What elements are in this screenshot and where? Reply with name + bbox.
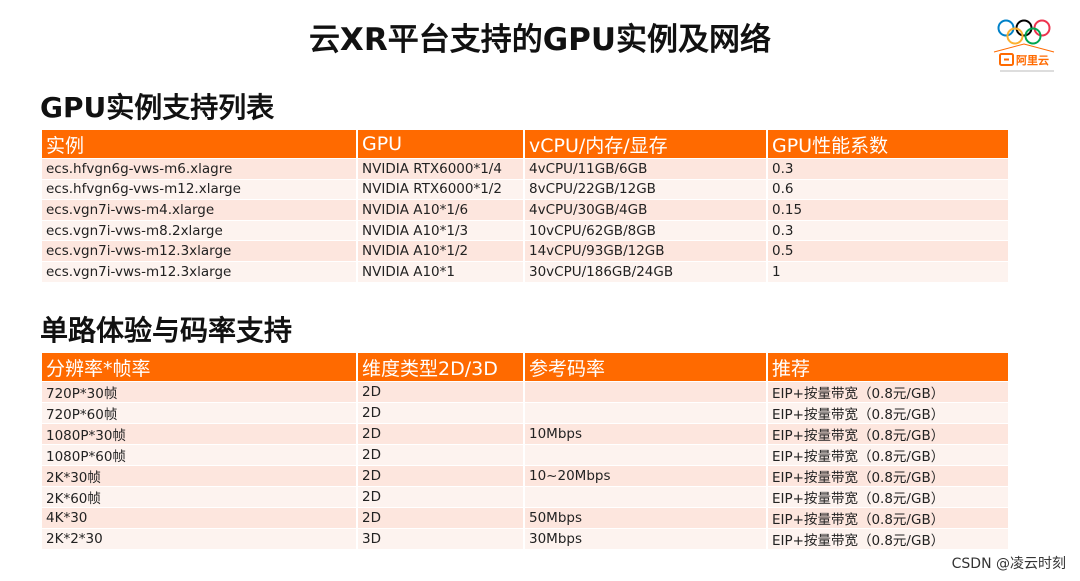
table-cell: EIP+按量带宽（0.8元/GB） bbox=[768, 403, 1008, 423]
table-cell: 0.3 bbox=[768, 220, 1008, 241]
logo-text: 阿里云 bbox=[1016, 53, 1049, 67]
table-cell: 2D bbox=[358, 445, 523, 465]
table-cell: EIP+按量带宽（0.8元/GB） bbox=[768, 382, 1008, 402]
slide-title: 云XR平台支持的GPU实例及网络 bbox=[308, 22, 772, 58]
table-cell: EIP+按量带宽（0.8元/GB） bbox=[768, 445, 1008, 465]
table-cell: 2D bbox=[358, 466, 523, 486]
table-cell: 1080P*30帧 bbox=[42, 424, 356, 444]
table-cell: ecs.hfvgn6g-vws-m12.xlarge bbox=[42, 179, 356, 200]
table-cell: 10Mbps bbox=[525, 424, 766, 444]
column-header-dimension-type: 维度类型2D/3D bbox=[358, 353, 523, 381]
table-cell: 1 bbox=[768, 261, 1008, 282]
table-cell: NVIDIA A10*1 bbox=[358, 261, 523, 282]
table-cell: 2D bbox=[358, 382, 523, 402]
column-header-resolution-fps: 分辨率*帧率 bbox=[42, 353, 356, 381]
column-header-gpu-performance: GPU性能系数 bbox=[768, 130, 1008, 158]
table-cell: ecs.vgn7i-vws-m12.3xlarge bbox=[42, 241, 356, 261]
table-cell: NVIDIA A10*1/6 bbox=[358, 200, 523, 220]
table-cell: 10vCPU/62GB/8GB bbox=[525, 220, 766, 241]
stream-row: 2K*60帧 2D EIP+按量带宽（0.8元/GB） bbox=[42, 487, 1008, 507]
table-cell: EIP+按量带宽（0.8元/GB） bbox=[768, 508, 1008, 528]
table-cell: EIP+按量带宽（0.8元/GB） bbox=[768, 487, 1008, 507]
olympic-rings-icon: 阿里云 bbox=[993, 19, 1055, 72]
stream-row: 1080P*60帧 2D EIP+按量带宽（0.8元/GB） bbox=[42, 445, 1008, 465]
watermark: CSDN @凌云时刻 bbox=[951, 556, 1066, 572]
table-cell: NVIDIA A10*1/2 bbox=[358, 241, 523, 261]
column-header-bitrate: 参考码率 bbox=[525, 353, 766, 381]
gpu-instance-row: ecs.hfvgn6g-vws-m12.xlarge NVIDIA RTX6000… bbox=[42, 179, 1008, 200]
table-cell: 2K*2*30 bbox=[42, 529, 356, 549]
table-cell: EIP+按量带宽（0.8元/GB） bbox=[768, 424, 1008, 444]
table-cell: NVIDIA RTX6000*1/4 bbox=[358, 159, 523, 179]
table-cell bbox=[525, 445, 766, 465]
table-cell: 0.15 bbox=[768, 200, 1008, 220]
table-cell: ecs.hfvgn6g-vws-m6.xlagre bbox=[42, 159, 356, 179]
table-cell: 2D bbox=[358, 487, 523, 507]
gpu-instance-row: ecs.vgn7i-vws-m12.3xlarge NVIDIA A10*1 30v… bbox=[42, 261, 1008, 282]
table-cell: 30Mbps bbox=[525, 529, 766, 549]
stream-row: 2K*30帧 2D 10~20Mbps EIP+按量带宽（0.8元/GB） bbox=[42, 466, 1008, 486]
table-cell: 3D bbox=[358, 529, 523, 549]
gpu-section-title: GPU实例支持列表 bbox=[40, 91, 275, 124]
gpu-instance-row: ecs.vgn7i-vws-m12.3xlarge NVIDIA A10*1/2 1… bbox=[42, 241, 1008, 261]
gpu-instance-table: 实例 GPU vCPU/内存/显存 GPU性能系数 ecs.hfvgn6g-vw… bbox=[40, 129, 1010, 283]
stream-row: 720P*30帧 2D EIP+按量带宽（0.8元/GB） bbox=[42, 382, 1008, 402]
stream-row: 1080P*30帧 2D 10Mbps EIP+按量带宽（0.8元/GB） bbox=[42, 424, 1008, 444]
table-cell: NVIDIA RTX6000*1/2 bbox=[358, 179, 523, 200]
table-cell: EIP+按量带宽（0.8元/GB） bbox=[768, 529, 1008, 549]
stream-row: 4K*30 2D 50Mbps EIP+按量带宽（0.8元/GB） bbox=[42, 508, 1008, 528]
stream-section-title: 单路体验与码率支持 bbox=[40, 314, 293, 347]
table-cell: ecs.vgn7i-vws-m8.2xlarge bbox=[42, 220, 356, 241]
stream-row: 720P*60帧 2D EIP+按量带宽（0.8元/GB） bbox=[42, 403, 1008, 423]
aliyun-logo: 阿里云 bbox=[990, 14, 1062, 76]
table-cell: 4K*30 bbox=[42, 508, 356, 528]
table-cell: 0.3 bbox=[768, 159, 1008, 179]
table-cell: ecs.vgn7i-vws-m12.3xlarge bbox=[42, 261, 356, 282]
table-cell: 50Mbps bbox=[525, 508, 766, 528]
column-header-gpu: GPU bbox=[358, 130, 523, 158]
table-cell: 30vCPU/186GB/24GB bbox=[525, 261, 766, 282]
table-cell: 0.6 bbox=[768, 179, 1008, 200]
table-cell: 2K*60帧 bbox=[42, 487, 356, 507]
table-cell: 720P*60帧 bbox=[42, 403, 356, 423]
column-header-vcpu-memory: vCPU/内存/显存 bbox=[525, 130, 766, 158]
table-cell: ecs.vgn7i-vws-m4.xlarge bbox=[42, 200, 356, 220]
table-cell: 14vCPU/93GB/12GB bbox=[525, 241, 766, 261]
gpu-instance-row: ecs.vgn7i-vws-m8.2xlarge NVIDIA A10*1/3 10… bbox=[42, 220, 1008, 241]
table-header-row: 分辨率*帧率 维度类型2D/3D 参考码率 推荐 bbox=[42, 353, 1008, 381]
table-cell: 8vCPU/22GB/12GB bbox=[525, 179, 766, 200]
gpu-instance-row: ecs.hfvgn6g-vws-m6.xlagre NVIDIA RTX6000*… bbox=[42, 159, 1008, 179]
stream-bitrate-table: 分辨率*帧率 维度类型2D/3D 参考码率 推荐 720P*30帧 2D EIP+按… bbox=[40, 352, 1010, 550]
column-header-recommendation: 推荐 bbox=[768, 353, 1008, 381]
table-cell: 4vCPU/11GB/6GB bbox=[525, 159, 766, 179]
table-cell: 720P*30帧 bbox=[42, 382, 356, 402]
table-header-row: 实例 GPU vCPU/内存/显存 GPU性能系数 bbox=[42, 130, 1008, 158]
table-cell: 2D bbox=[358, 403, 523, 423]
table-cell: 4vCPU/30GB/4GB bbox=[525, 200, 766, 220]
table-cell: 2D bbox=[358, 508, 523, 528]
table-cell bbox=[525, 382, 766, 402]
table-cell: 1080P*60帧 bbox=[42, 445, 356, 465]
gpu-instance-row: ecs.vgn7i-vws-m4.xlarge NVIDIA A10*1/6 4vC… bbox=[42, 200, 1008, 220]
table-cell: NVIDIA A10*1/3 bbox=[358, 220, 523, 241]
table-cell: 0.5 bbox=[768, 241, 1008, 261]
table-cell bbox=[525, 487, 766, 507]
column-header-instance: 实例 bbox=[42, 130, 356, 158]
table-cell bbox=[525, 403, 766, 423]
table-cell: 10~20Mbps bbox=[525, 466, 766, 486]
stream-row: 2K*2*30 3D 30Mbps EIP+按量带宽（0.8元/GB） bbox=[42, 529, 1008, 549]
table-cell: 2D bbox=[358, 424, 523, 444]
table-cell: EIP+按量带宽（0.8元/GB） bbox=[768, 466, 1008, 486]
table-cell: 2K*30帧 bbox=[42, 466, 356, 486]
